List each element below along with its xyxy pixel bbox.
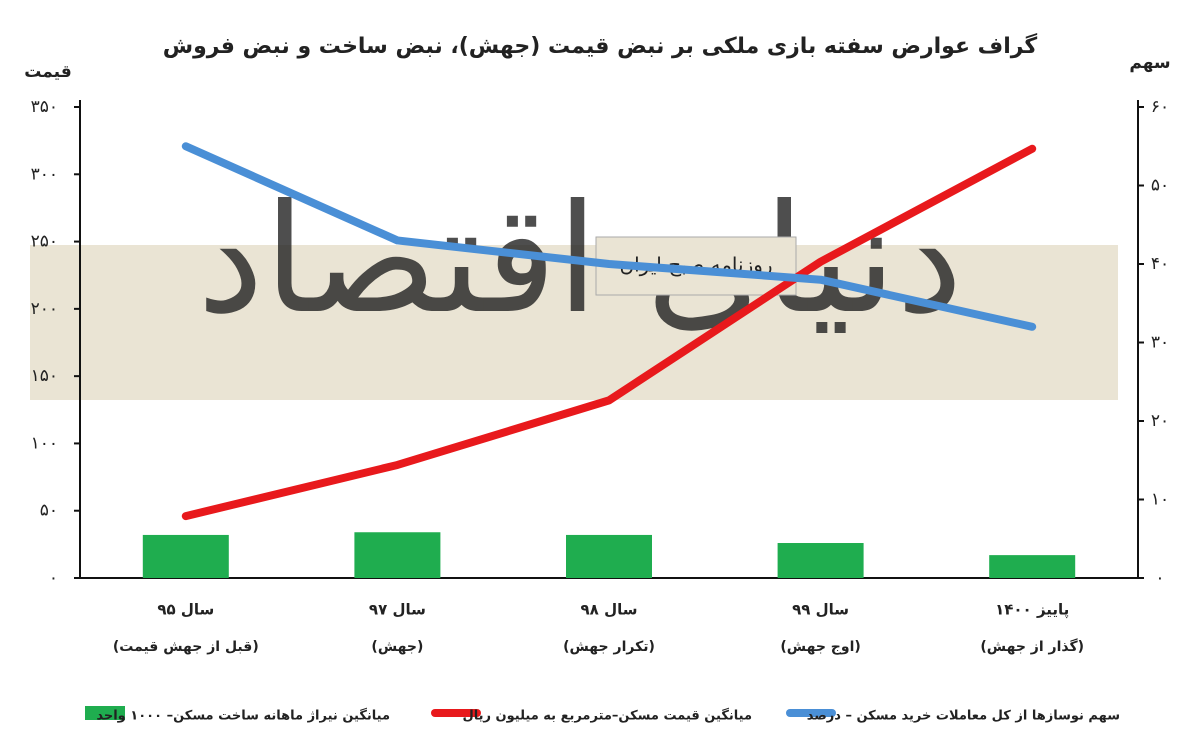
y-tick-label: ۰	[49, 568, 58, 588]
x-tick-note: (قبل از جهش قیمت)	[113, 639, 259, 655]
bar	[142, 534, 229, 578]
y2-tick-label: ۰	[1155, 568, 1164, 588]
watermark-band	[30, 245, 1118, 400]
x-tick-note: (اوج جهش)	[780, 639, 860, 655]
x-tick-label: سال ۹۹	[792, 601, 849, 619]
bar	[566, 534, 652, 578]
x-tick-note: (تکرار جهش)	[563, 639, 655, 655]
x-tick-label: سال ۹۷	[369, 601, 426, 619]
y2-tick-label: ۵۰	[1151, 176, 1169, 196]
y-tick-label: ۳۰۰	[31, 164, 58, 184]
x-tick-label: سال ۹۵	[157, 601, 214, 619]
y2-tick-label: ۶۰	[1151, 97, 1169, 117]
bar	[777, 543, 864, 578]
line	[181, 144, 1037, 521]
y-tick-label: ۱۰۰	[31, 433, 58, 453]
y-tick-label: ۲۰۰	[31, 299, 58, 319]
legend-label: سهم نوسازها از کل معاملات خرید مسکن – در…	[807, 709, 1120, 724]
y2-tick-label: ۱۰	[1151, 490, 1169, 510]
legend-label: میانگین قیمت مسکن–مترمربع به میلیون ریال	[463, 708, 753, 724]
y-axis-label: قیمت	[24, 62, 71, 82]
chart-title: گراف عوارض سفته بازی ملکی بر نبض قیمت (ج…	[163, 32, 1038, 59]
y-tick-label: ۵۰	[40, 501, 58, 521]
y2-axis-label: سهم	[1129, 53, 1170, 73]
legend-label: میانگین نیراژ ماهانه ساخت مسکن– ۱۰۰۰ واح…	[96, 708, 390, 724]
y-tick-label: ۱۵۰	[31, 366, 58, 386]
x-tick-label: سال ۹۸	[581, 601, 638, 619]
line	[181, 142, 1037, 331]
y2-tick-label: ۳۰	[1151, 333, 1169, 353]
bar	[989, 555, 1076, 578]
x-tick-note: (جهش)	[371, 639, 423, 655]
x-tick-note: (گذار از جهش)	[980, 638, 1084, 655]
bar	[354, 532, 441, 578]
y-tick-label: ۲۵۰	[31, 232, 58, 252]
y2-tick-label: ۴۰	[1151, 254, 1169, 274]
y-tick-label: ۳۵۰	[31, 97, 58, 117]
legend-swatch	[85, 706, 125, 720]
y2-tick-label: ۲۰	[1151, 411, 1169, 431]
x-tick-label: پاییز ۱۴۰۰	[995, 601, 1069, 620]
